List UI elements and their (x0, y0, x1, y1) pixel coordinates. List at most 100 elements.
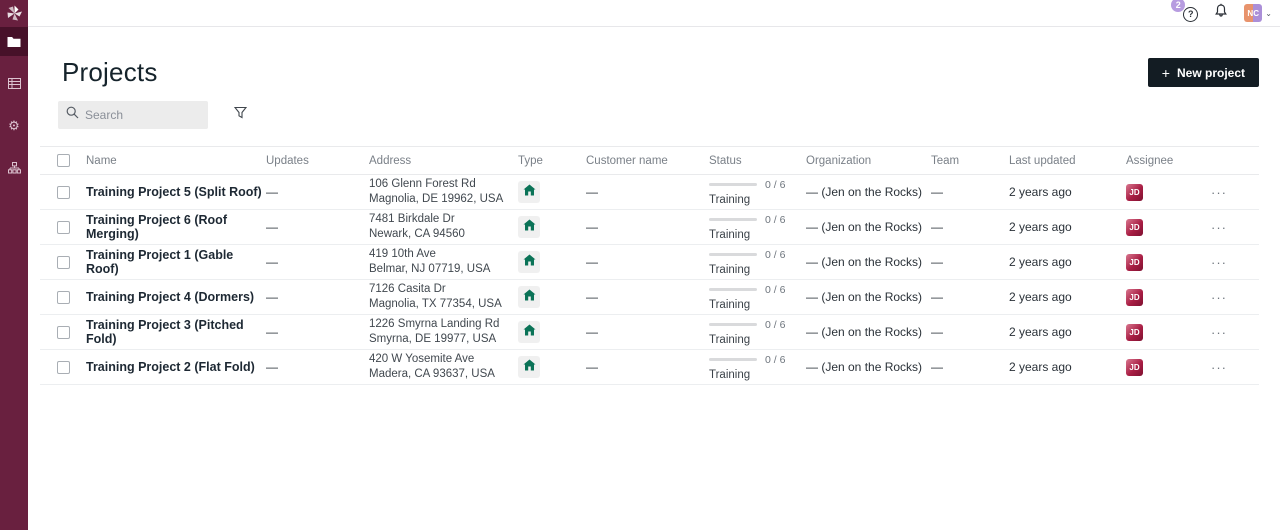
type-badge (518, 321, 540, 343)
project-name-link[interactable]: Training Project 4 (Dormers) (86, 290, 255, 304)
status-cell: 0 / 6 Training (709, 319, 806, 346)
projects-table: Name Updates Address Type Customer name … (40, 146, 1259, 385)
project-name-link[interactable]: Training Project 5 (Split Roof) (86, 185, 262, 199)
assignee-avatar[interactable]: JD (1126, 288, 1143, 306)
customer-name-value: — (586, 255, 598, 269)
chevron-down-icon: ⌄ (1265, 8, 1272, 18)
address-value: 106 Glenn Forest Rd Magnolia, DE 19962, … (369, 178, 504, 205)
sidebar-item-list-view[interactable] (0, 69, 28, 98)
address-value: 1226 Smyrna Landing Rd Smyrna, DE 19977,… (369, 318, 500, 345)
account-menu[interactable]: NC ⌄ (1244, 4, 1272, 22)
notifications-button[interactable] (1214, 3, 1228, 23)
project-name-link[interactable]: Training Project 3 (Pitched Fold) (86, 318, 244, 346)
project-name-link[interactable]: Training Project 2 (Flat Fold) (86, 360, 255, 374)
row-checkbox[interactable] (56, 360, 70, 374)
assignee-avatar[interactable]: JD (1126, 218, 1143, 236)
sidebar-item-settings[interactable]: ⚙ (0, 111, 28, 140)
organization-value: — (Jen on the Rocks) (806, 220, 923, 234)
table-row[interactable]: Training Project 4 (Dormers) — 7126 Casi… (40, 280, 1259, 315)
user-avatar: NC (1244, 4, 1263, 22)
progress-bar (709, 218, 757, 221)
updates-value: — (266, 220, 278, 234)
sitemap-icon (7, 161, 21, 174)
status-label: Training (709, 228, 751, 241)
table-row[interactable]: Training Project 2 (Flat Fold) — 420 W Y… (40, 350, 1259, 385)
assignee-avatar[interactable]: JD (1126, 253, 1143, 271)
status-label: Training (709, 193, 751, 206)
table-row[interactable]: Training Project 6 (Roof Merging) — 7481… (40, 210, 1259, 245)
row-menu-button[interactable]: ··· (1211, 184, 1227, 200)
organization-value: — (Jen on the Rocks) (806, 360, 923, 374)
row-checkbox[interactable] (56, 290, 70, 304)
organization-value: — (Jen on the Rocks) (806, 255, 923, 269)
customer-name-value: — (586, 325, 598, 339)
row-menu-button[interactable]: ··· (1211, 324, 1227, 340)
col-header-team[interactable]: Team (931, 154, 960, 167)
last-updated-value: 2 years ago (1009, 325, 1072, 339)
row-menu-button[interactable]: ··· (1211, 289, 1227, 305)
progress-bar (709, 288, 757, 291)
search-input[interactable] (85, 108, 200, 122)
assignee-avatar[interactable]: JD (1126, 183, 1143, 201)
row-menu-button[interactable]: ··· (1211, 359, 1227, 375)
type-badge (518, 181, 540, 203)
status-cell: 0 / 6 Training (709, 214, 806, 241)
col-header-status[interactable]: Status (709, 154, 742, 167)
col-header-organization[interactable]: Organization (806, 154, 872, 167)
help-button[interactable]: 2 ? (1171, 0, 1199, 22)
table-row[interactable]: Training Project 5 (Split Roof) — 106 Gl… (40, 175, 1259, 210)
col-header-assignee[interactable]: Assignee (1126, 154, 1174, 167)
filter-button[interactable] (233, 106, 248, 124)
team-value: — (931, 360, 943, 374)
row-checkbox[interactable] (56, 220, 70, 234)
type-badge (518, 216, 540, 238)
col-header-name[interactable]: Name (86, 154, 117, 167)
table-row[interactable]: Training Project 1 (Gable Roof) — 419 10… (40, 245, 1259, 280)
house-icon (523, 323, 536, 341)
progress-bar (709, 323, 757, 326)
house-icon (523, 253, 536, 271)
row-checkbox[interactable] (56, 185, 70, 199)
row-menu-button[interactable]: ··· (1211, 254, 1227, 270)
house-icon (523, 218, 536, 236)
type-badge (518, 251, 540, 273)
status-cell: 0 / 6 Training (709, 179, 806, 206)
assignee-avatar[interactable]: JD (1126, 323, 1143, 341)
address-value: 7126 Casita Dr Magnolia, TX 77354, USA (369, 283, 502, 310)
customer-name-value: — (586, 220, 598, 234)
sidebar-item-organization[interactable] (0, 153, 28, 182)
project-name-link[interactable]: Training Project 6 (Roof Merging) (86, 213, 227, 241)
col-header-last-updated[interactable]: Last updated (1009, 154, 1076, 167)
col-header-updates[interactable]: Updates (266, 154, 309, 167)
col-header-address[interactable]: Address (369, 154, 412, 167)
updates-value: — (266, 255, 278, 269)
col-header-type[interactable]: Type (518, 154, 543, 167)
team-value: — (931, 290, 943, 304)
new-project-label: New project (1176, 65, 1245, 80)
col-header-customer-name[interactable]: Customer name (586, 154, 668, 167)
team-value: — (931, 220, 943, 234)
team-value: — (931, 325, 943, 339)
row-checkbox[interactable] (56, 325, 70, 339)
last-updated-value: 2 years ago (1009, 360, 1072, 374)
house-icon (523, 358, 536, 376)
select-all-checkbox[interactable] (56, 154, 70, 167)
team-value: — (931, 255, 943, 269)
sidebar-item-projects[interactable] (0, 27, 28, 56)
team-value: — (931, 185, 943, 199)
gear-icon: ⚙ (8, 118, 20, 133)
notification-badge: 2 (1171, 0, 1186, 12)
progress-count: 0 / 6 (765, 213, 786, 226)
row-checkbox[interactable] (56, 255, 70, 269)
progress-bar (709, 183, 757, 186)
updates-value: — (266, 325, 278, 339)
type-badge (518, 286, 540, 308)
last-updated-value: 2 years ago (1009, 255, 1072, 269)
project-name-link[interactable]: Training Project 1 (Gable Roof) (86, 248, 234, 276)
row-menu-button[interactable]: ··· (1211, 219, 1227, 235)
app-logo-icon[interactable] (0, 0, 28, 27)
table-row[interactable]: Training Project 3 (Pitched Fold) — 1226… (40, 315, 1259, 350)
updates-value: — (266, 290, 278, 304)
assignee-avatar[interactable]: JD (1126, 358, 1143, 376)
new-project-button[interactable]: + New project (1147, 58, 1259, 87)
